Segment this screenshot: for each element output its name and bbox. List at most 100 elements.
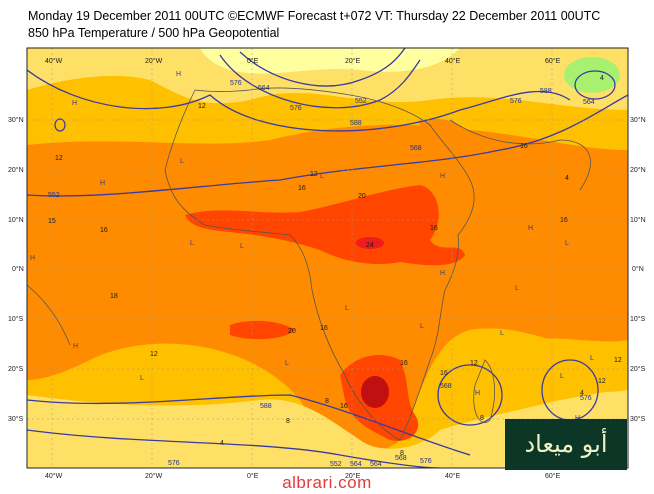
- pressure-centre: H: [73, 343, 78, 350]
- geopotential-label: 568: [395, 455, 407, 462]
- temperature-field: 12 12 12 15 16 16 16 16 18 16 20 24 20 1…: [27, 48, 628, 468]
- temp-label: 15: [48, 218, 56, 225]
- longitude-labels: 40°W 20°W 0°E 20°E 40°E 60°E 40°W 20°W 0…: [45, 57, 561, 480]
- geopotential-label: 552: [48, 192, 60, 199]
- lat-label-right: 10°S: [630, 315, 646, 323]
- isoline-576-north: [27, 69, 571, 132]
- pressure-centre: H: [72, 100, 77, 107]
- latitude-labels: 30°N 20°N 10°N 0°N 10°S 20°S 30°S 30°N 2…: [8, 116, 646, 423]
- isoline-high-madagascar: [437, 364, 503, 426]
- temp-label: 24: [366, 242, 374, 249]
- pressure-centre: L: [515, 285, 519, 292]
- temp-band-gt28: [361, 376, 389, 408]
- geopotential-label: 576: [510, 98, 522, 105]
- lon-label-top: 40°W: [45, 57, 63, 65]
- temp-band-12-16-indian: [524, 338, 628, 392]
- pressure-centre: H: [100, 180, 105, 187]
- lat-label-left: 10°N: [8, 216, 24, 224]
- temp-band-24-28: [356, 237, 384, 249]
- arabia-coast: [449, 119, 591, 191]
- temp-band-20-24-angola: [230, 320, 295, 340]
- pressure-centre: L: [240, 243, 244, 250]
- lat-label-left: 30°S: [8, 415, 24, 423]
- isoline-552-east: [574, 70, 616, 100]
- lat-label-right: 10°N: [630, 216, 646, 224]
- pressure-centre: H: [176, 71, 181, 78]
- temp-label: 16: [320, 325, 328, 332]
- lat-label-right: 20°N: [630, 166, 646, 174]
- chart-title-line2: 850 hPa Temperature / 500 hPa Geopotenti…: [28, 26, 280, 40]
- pressure-centre: H: [475, 390, 480, 397]
- lat-label-left: 10°S: [8, 315, 24, 323]
- channel-logo: أبو ميعاد: [505, 419, 627, 470]
- temp-band-20-24: [185, 185, 465, 266]
- isoline-552-north: [239, 48, 406, 87]
- temp-label: 18: [110, 293, 118, 300]
- geopotential-label: 588: [350, 120, 362, 127]
- lat-label-right: 30°N: [630, 116, 646, 124]
- pressure-centres: H H H H L L L H L H L L L H L L H H L L …: [30, 71, 594, 422]
- temp-label: 8: [325, 398, 329, 405]
- temp-label: 16: [100, 227, 108, 234]
- geopotential-label: 564: [370, 461, 382, 468]
- temp-label: 12: [55, 155, 63, 162]
- temp-label: 16: [430, 225, 438, 232]
- lon-label-bottom: 40°W: [45, 472, 63, 480]
- south-america-coast: [27, 284, 71, 346]
- lat-label-right: 0°N: [632, 265, 644, 273]
- temp-band-lt8: [200, 48, 460, 74]
- temp-band-16-20: [27, 124, 628, 452]
- temp-band-16-20-arabia: [419, 118, 480, 162]
- geopotential-labels: 552 564 576 588 552 568 576 588 564 576 …: [48, 80, 595, 468]
- temp-label: 16: [440, 370, 448, 377]
- lon-label-bottom: 20°W: [145, 472, 163, 480]
- geopotential-label: 576: [168, 460, 180, 467]
- pressure-centre: L: [345, 305, 349, 312]
- lon-label-top: 20°W: [145, 57, 163, 65]
- pressure-centre: L: [560, 373, 564, 380]
- pressure-centre: L: [180, 158, 184, 165]
- temp-label: 12: [598, 378, 606, 385]
- geopotential-label: 576: [230, 80, 242, 87]
- lon-label-top: 0°E: [247, 57, 259, 65]
- lon-label-top: 60°E: [545, 57, 561, 65]
- isoline-564-north: [219, 54, 421, 109]
- geopotential-label: 588: [540, 88, 552, 95]
- geopotential-label: 552: [330, 461, 342, 468]
- map-frame: [26, 47, 629, 469]
- isoline-576-south: [27, 429, 441, 468]
- isoline-588-north: [27, 94, 628, 197]
- geopotential-label: 564: [258, 85, 270, 92]
- temp-label: 12: [614, 357, 622, 364]
- pressure-centre: L: [500, 330, 504, 337]
- temp-label: 12: [150, 351, 158, 358]
- temperature-labels: 12 12 12 15 16 16 16 16 18 16 20 24 20 1…: [48, 75, 622, 457]
- lon-label-top: 40°E: [445, 57, 461, 65]
- temp-label: 12: [310, 171, 318, 178]
- temp-label: 20: [288, 328, 296, 335]
- temp-label: 4: [580, 390, 584, 397]
- geopotential-label: 568: [410, 145, 422, 152]
- temp-label: 16: [400, 360, 408, 367]
- temp-label: 16: [560, 217, 568, 224]
- temp-label: 20: [358, 193, 366, 200]
- pressure-centre: H: [528, 225, 533, 232]
- pressure-centre: L: [590, 355, 594, 362]
- geopotential-label: 564: [350, 461, 362, 468]
- temp-label: 12: [198, 103, 206, 110]
- watermark: albrari.com: [282, 473, 372, 492]
- geopotential-label: 552: [355, 98, 367, 105]
- lon-label-bottom: 0°E: [247, 472, 259, 480]
- lat-label-left: 20°S: [8, 365, 24, 373]
- temp-label: 16: [520, 143, 528, 150]
- pressure-centre: L: [420, 323, 424, 330]
- lat-label-right: 30°S: [630, 415, 646, 423]
- temp-label: 16: [340, 403, 348, 410]
- lat-label-left: 20°N: [8, 166, 24, 174]
- temp-label: 8: [286, 418, 290, 425]
- temp-label: 4: [220, 440, 224, 447]
- lon-label-top: 20°E: [345, 57, 361, 65]
- temp-band-8-12: [27, 48, 628, 110]
- lon-label-bottom: 60°E: [545, 472, 561, 480]
